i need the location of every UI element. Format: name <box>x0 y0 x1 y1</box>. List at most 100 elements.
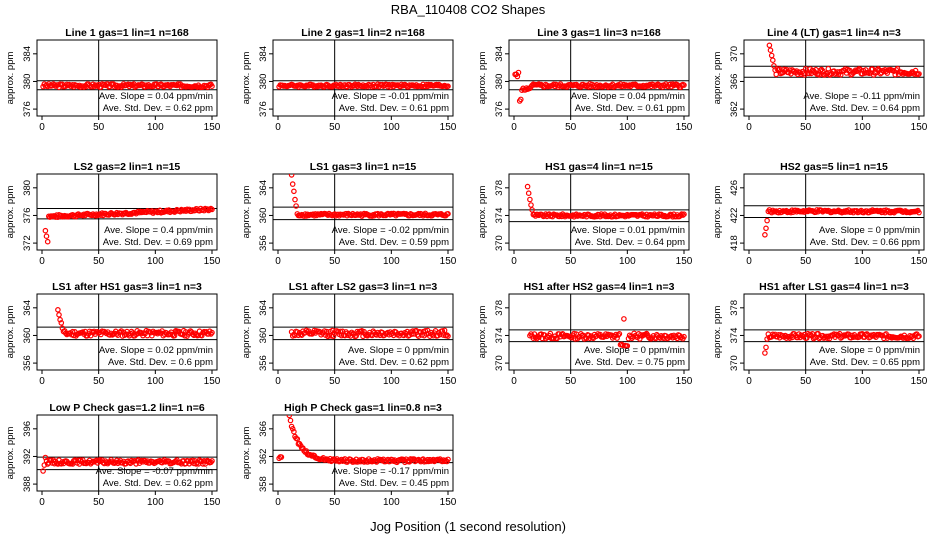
plot-frame <box>743 293 925 371</box>
data-point <box>288 174 295 178</box>
slope-annotation: Ave. Slope = 0 ppm/min <box>819 225 920 236</box>
stddev-annotation: Ave. Std. Dev. = 0.59 ppm <box>339 237 449 248</box>
chart-title: HS1 gas=4 lin=1 n=15 <box>545 161 653 173</box>
slope-annotation: Ave. Slope = 0.01 ppm/min <box>571 225 685 236</box>
data-point <box>677 212 684 219</box>
y-axis-label: approx. ppm <box>712 306 723 359</box>
y-tick-label: 364 <box>22 300 33 316</box>
data-point <box>289 181 296 187</box>
y-tick-label: 360 <box>258 328 269 344</box>
stddev-annotation: Ave. Std. Dev. = 0.45 ppm <box>339 478 449 489</box>
x-tick-label: 150 <box>676 122 693 133</box>
data-point <box>292 196 298 203</box>
data-points <box>288 327 451 340</box>
data-point <box>556 331 563 337</box>
y-tick-label: 376 <box>22 208 33 224</box>
data-point <box>422 327 429 334</box>
data-point <box>328 333 335 339</box>
y-tick-label: 374 <box>729 328 740 344</box>
x-tick-label: 150 <box>440 256 457 267</box>
chart-panel: Line 1 gas=1 lin=1 n=168 0 50 100 150 376 380 3… <box>5 27 221 133</box>
y-tick-label: 380 <box>494 74 505 90</box>
x-tick-label: 150 <box>676 256 693 267</box>
data-point <box>408 331 415 337</box>
y-tick-label: 356 <box>258 235 269 251</box>
y-tick-label: 356 <box>22 355 33 371</box>
x-tick-label: 50 <box>800 256 812 267</box>
data-point <box>133 461 139 467</box>
data-point <box>445 83 451 90</box>
stddev-annotation: Ave. Std. Dev. = 0.64 ppm <box>810 103 920 114</box>
data-points <box>276 81 451 90</box>
data-point <box>525 190 532 197</box>
y-tick-label: 360 <box>22 328 33 344</box>
y-tick-label: 376 <box>494 101 505 117</box>
y-tick-label: 366 <box>258 421 269 437</box>
data-point <box>209 206 215 213</box>
data-point <box>764 217 770 224</box>
chart-title: LS1 after HS1 gas=3 lin=1 n=3 <box>52 281 202 293</box>
data-point <box>132 457 138 464</box>
chart-panel: HS1 after LS1 gas=4 lin=1 n=3 0 50 100 150 37… <box>712 281 928 387</box>
data-point <box>410 328 416 334</box>
x-tick-label: 0 <box>39 122 45 133</box>
data-point <box>128 457 135 464</box>
y-tick-label: 418 <box>729 235 740 251</box>
data-point <box>766 42 773 49</box>
chart-title: Low P Check gas=1.2 lin=1 n=6 <box>49 402 204 414</box>
stddev-annotation: Ave. Std. Dev. = 0.69 ppm <box>103 237 213 248</box>
data-points <box>527 316 687 349</box>
x-tick-label: 50 <box>93 497 105 508</box>
x-tick-label: 50 <box>329 122 341 133</box>
y-tick-label: 360 <box>258 208 269 224</box>
y-tick-label: 380 <box>22 180 33 196</box>
chart-panel: Low P Check gas=1.2 lin=1 n=6 0 50 100 150 38… <box>5 402 221 508</box>
chart-title: LS1 after LS2 gas=3 lin=1 n=3 <box>289 281 438 293</box>
plot-frame <box>36 293 218 371</box>
data-point <box>769 57 776 64</box>
chart-title: High P Check gas=1 lin=0.8 n=3 <box>284 402 442 414</box>
data-points <box>524 183 687 220</box>
slope-annotation: Ave. Slope = 0 ppm/min <box>819 345 920 356</box>
data-point <box>445 211 451 217</box>
data-point <box>444 332 450 338</box>
data-point <box>193 461 199 467</box>
y-tick-label: 358 <box>258 476 269 492</box>
slope-annotation: Ave. Slope = -0.17 ppm/min <box>332 466 449 477</box>
y-axis-label: approx. ppm <box>477 186 488 239</box>
y-axis-label: approx. ppm <box>712 52 723 105</box>
x-tick-label: 150 <box>911 256 928 267</box>
y-tick-label: 392 <box>22 449 33 465</box>
x-tick-label: 150 <box>204 376 221 387</box>
data-point <box>42 454 49 461</box>
chart-title: HS1 after HS2 gas=4 lin=1 n=3 <box>524 281 675 293</box>
x-tick-label: 50 <box>329 256 341 267</box>
data-points <box>762 330 922 356</box>
plot-frame <box>272 414 454 492</box>
stddev-annotation: Ave. Std. Dev. = 0.65 ppm <box>810 357 920 368</box>
chart-title: LS1 gas=3 lin=1 n=15 <box>310 161 417 173</box>
data-point <box>374 456 381 462</box>
chart-title: HS2 gas=5 lin=1 n=15 <box>780 161 888 173</box>
data-point <box>763 344 769 351</box>
data-point <box>916 209 922 216</box>
x-tick-label: 0 <box>275 256 281 267</box>
chart-title: Line 1 gas=1 lin=1 n=168 <box>65 27 189 39</box>
slope-annotation: Ave. Slope = 0.02 ppm/min <box>99 345 213 356</box>
x-tick-label: 150 <box>676 376 693 387</box>
data-point <box>293 203 299 209</box>
data-point <box>624 343 631 349</box>
slope-annotation: Ave. Slope = 0 ppm/min <box>348 345 449 356</box>
data-points <box>40 81 215 91</box>
data-point <box>44 238 51 245</box>
data-point <box>291 188 297 195</box>
data-point <box>445 456 451 463</box>
plot-frame <box>272 173 454 251</box>
data-points <box>766 42 922 78</box>
stddev-annotation: Ave. Std. Dev. = 0.61 ppm <box>575 103 685 114</box>
plot-frame <box>508 173 690 251</box>
x-tick-label: 100 <box>619 122 636 133</box>
y-tick-label: 396 <box>22 421 33 437</box>
data-point <box>669 214 676 220</box>
